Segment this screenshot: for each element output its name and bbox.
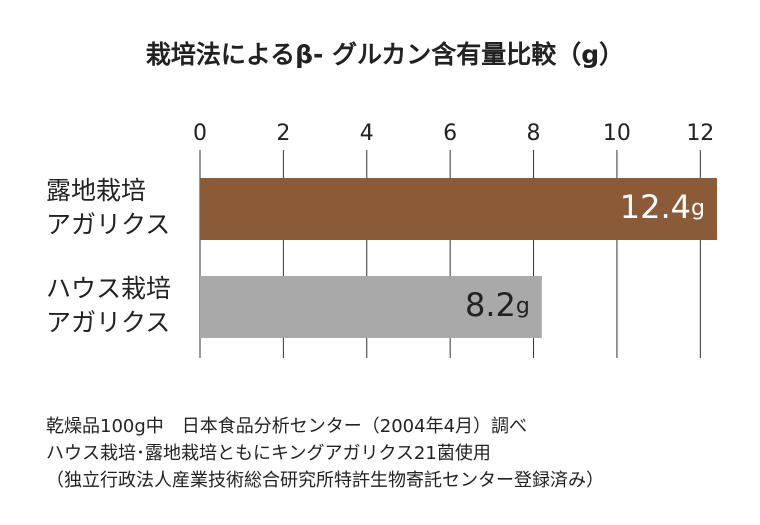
footnote: ハウス栽培･露地栽培ともにキングアガリクス21菌使用 bbox=[46, 443, 491, 464]
x-tick-label: 10 bbox=[603, 121, 631, 146]
value-unit: g bbox=[516, 294, 530, 319]
footnote: （独立行政法人産業技術総合研究所特許生物寄託センター登録済み） bbox=[46, 470, 604, 491]
footnote: 乾燥品100g中 日本食品分析センター（2004年4月）調べ bbox=[46, 416, 528, 437]
value-label: 8.2g bbox=[465, 286, 530, 324]
bar bbox=[200, 276, 542, 338]
x-tick-label: 2 bbox=[276, 121, 290, 146]
bar bbox=[200, 178, 717, 240]
value-number: 12.4 bbox=[620, 188, 691, 226]
value-unit: g bbox=[691, 196, 705, 221]
value-number: 8.2 bbox=[465, 286, 516, 324]
category-label: ハウス栽培 アガリクス bbox=[46, 274, 172, 337]
x-tick-label: 12 bbox=[686, 121, 714, 146]
x-tick-label: 8 bbox=[527, 121, 541, 146]
value-label: 12.4g bbox=[620, 188, 705, 226]
x-tick-label: 0 bbox=[193, 121, 207, 146]
x-tick-label: 4 bbox=[360, 121, 374, 146]
chart-title: 栽培法によるβ- グルカン含有量比較（g） bbox=[146, 40, 624, 69]
x-tick-label: 6 bbox=[443, 121, 457, 146]
category-label: 露地栽培 アガリクス bbox=[46, 176, 171, 239]
